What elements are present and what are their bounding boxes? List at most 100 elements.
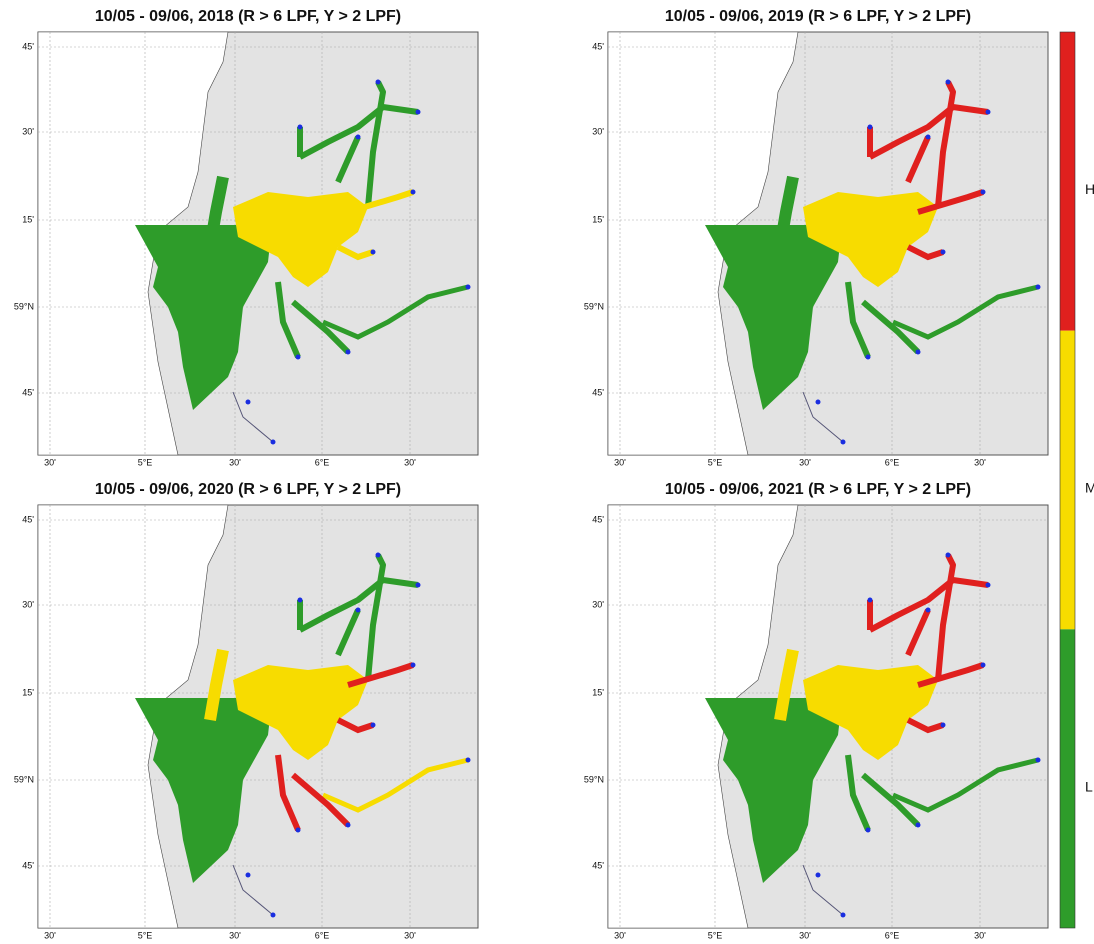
- map-panel: [607, 504, 1049, 929]
- y-tick-label: 15': [22, 214, 34, 224]
- y-tick-label: 30': [22, 126, 34, 136]
- x-tick-label: 5°E: [138, 930, 153, 940]
- north-east-arm: [365, 80, 386, 208]
- x-tick-label: 30': [799, 457, 811, 467]
- station: [415, 109, 421, 115]
- y-tick-label: 59°N: [584, 301, 604, 311]
- station: [840, 439, 846, 445]
- nw-strip: [204, 648, 229, 722]
- inner-basin: [803, 665, 938, 760]
- station: [295, 354, 301, 360]
- inner-basin: [803, 192, 938, 287]
- y-tick-label: 45': [592, 514, 604, 524]
- station: [945, 552, 951, 558]
- east-branch: [917, 189, 984, 215]
- station: [985, 109, 991, 115]
- x-tick-label: 30': [44, 930, 56, 940]
- north-east-arm: [905, 135, 931, 184]
- colorbar-frame: [1059, 31, 1076, 929]
- nw-strip: [774, 175, 799, 249]
- nw-strip: [204, 175, 229, 249]
- y-tick-label: 45': [592, 387, 604, 397]
- y-tick-label: 59°N: [14, 301, 34, 311]
- station: [465, 284, 471, 290]
- x-tick-label: 5°E: [708, 930, 723, 940]
- x-tick-label: 6°E: [315, 930, 330, 940]
- y-tick-label: 45': [22, 860, 34, 870]
- station: [815, 399, 821, 405]
- y-tick-label: 59°N: [584, 774, 604, 784]
- y-tick-label: 45': [592, 860, 604, 870]
- sea: [37, 504, 229, 929]
- north-east-arm: [298, 104, 419, 160]
- station: [980, 662, 986, 668]
- long-east-arm: [322, 284, 469, 340]
- x-tick-label: 5°E: [138, 457, 153, 467]
- y-tick-label: 30': [592, 126, 604, 136]
- station: [840, 912, 846, 918]
- station: [465, 757, 471, 763]
- y-tick-label: 45': [22, 387, 34, 397]
- sea-area-l: [705, 210, 843, 410]
- x-tick-label: 30': [44, 457, 56, 467]
- south-branch: [291, 772, 351, 828]
- x-tick-label: 30': [614, 457, 626, 467]
- station: [867, 124, 873, 130]
- station: [345, 349, 351, 355]
- north-east-arm: [935, 553, 956, 681]
- long-east-arm: [892, 284, 1039, 340]
- map-panel: [607, 31, 1049, 456]
- x-tick-label: 6°E: [885, 457, 900, 467]
- panel-title: 10/05 - 09/06, 2021 (R > 6 LPF, Y > 2 LP…: [665, 481, 971, 498]
- north-east-arm: [335, 608, 361, 657]
- sea: [607, 504, 799, 929]
- long-east-arm: [892, 757, 1039, 813]
- sea: [607, 31, 799, 456]
- station: [1035, 284, 1041, 290]
- colorbar-segment: [1060, 330, 1075, 630]
- station: [355, 134, 361, 140]
- x-tick-label: 30': [974, 930, 986, 940]
- sea-area-l: [135, 210, 273, 410]
- station: [415, 582, 421, 588]
- station: [245, 872, 251, 878]
- north-east-arm: [365, 553, 386, 681]
- station: [940, 249, 946, 255]
- station: [370, 722, 376, 728]
- south-branch: [845, 754, 871, 832]
- colorbar-label: L: [1085, 778, 1093, 794]
- panel-title: 10/05 - 09/06, 2019 (R > 6 LPF, Y > 2 LP…: [665, 8, 971, 25]
- coast-line: [232, 864, 274, 916]
- station: [915, 822, 921, 828]
- x-tick-label: 30': [404, 930, 416, 940]
- colorbar-label: M: [1085, 480, 1094, 496]
- south-branch: [861, 772, 921, 828]
- x-tick-label: 5°E: [708, 457, 723, 467]
- station: [270, 439, 276, 445]
- y-tick-label: 59°N: [14, 774, 34, 784]
- north-east-arm: [905, 608, 931, 657]
- north-east-arm: [868, 577, 989, 633]
- station: [355, 607, 361, 613]
- station: [375, 79, 381, 85]
- y-tick-label: 45': [22, 41, 34, 51]
- station: [980, 189, 986, 195]
- station: [865, 827, 871, 833]
- map-panel: [37, 504, 479, 929]
- coast-line: [802, 864, 844, 916]
- panel-title: 10/05 - 09/06, 2020 (R > 6 LPF, Y > 2 LP…: [95, 481, 401, 498]
- y-tick-label: 45': [592, 41, 604, 51]
- colorbar-label: H: [1085, 181, 1094, 197]
- colorbar-segment: [1060, 32, 1075, 331]
- long-east-arm: [322, 757, 469, 813]
- north-east-arm: [298, 577, 419, 633]
- station: [945, 79, 951, 85]
- south-branch: [275, 754, 301, 832]
- station: [815, 872, 821, 878]
- sea: [37, 31, 229, 456]
- x-tick-label: 30': [614, 930, 626, 940]
- y-tick-label: 15': [22, 687, 34, 697]
- nw-strip: [774, 648, 799, 722]
- panel-title: 10/05 - 09/06, 2018 (R > 6 LPF, Y > 2 LP…: [95, 8, 401, 25]
